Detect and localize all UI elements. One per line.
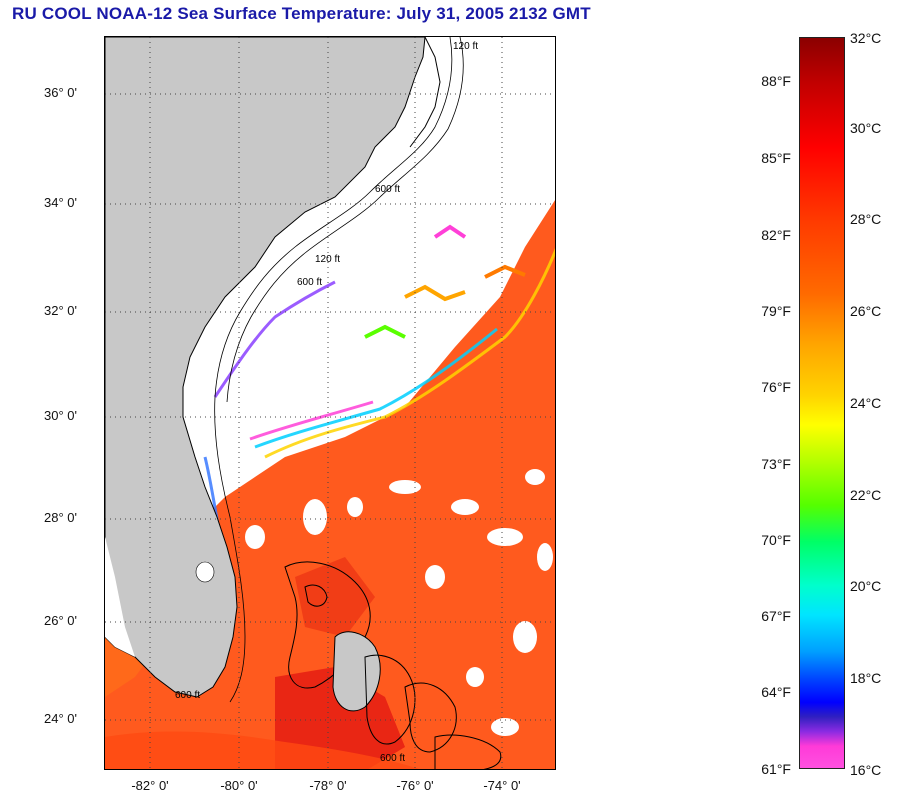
latitude-label: 36° 0' [44, 85, 77, 100]
colorbar-celsius-label: 22°C [850, 487, 882, 503]
latitude-label: 24° 0' [44, 711, 77, 726]
bathymetry-contours [214, 37, 464, 703]
colorbar-celsius-label: 24°C [850, 395, 882, 411]
colorbar-fahrenheit-label: 82°F [761, 227, 791, 243]
colorbar-celsius-label: 28°C [850, 211, 882, 227]
colorbar-fahrenheit-label: 70°F [761, 532, 791, 548]
gulf-of-mexico-clouds [105, 467, 135, 657]
longitude-label: -80° 0' [220, 778, 258, 793]
colorbar-fahrenheit-label: 61°F [761, 761, 791, 777]
colorbar-celsius-label: 18°C [850, 670, 882, 686]
map-title: RU COOL NOAA-12 Sea Surface Temperature:… [12, 4, 591, 23]
colorbar-fahrenheit-label: 73°F [761, 456, 791, 472]
bahamas-banks [284, 561, 502, 769]
cloud-gaps [245, 469, 553, 736]
contour-label: 600 ft [380, 753, 405, 764]
latitude-label: 30° 0' [44, 408, 77, 423]
contour-label: 120 ft [315, 254, 340, 265]
colorbar-fahrenheit-label: 76°F [761, 379, 791, 395]
colorbar-fahrenheit-label: 85°F [761, 150, 791, 166]
colorbar-fahrenheit-label: 88°F [761, 73, 791, 89]
colorbar-celsius-label: 26°C [850, 303, 882, 319]
colorbar-celsius-label: 30°C [850, 120, 882, 136]
cool-filaments [364, 224, 526, 339]
contour-label: 600 ft [375, 184, 400, 195]
us-mainland [105, 37, 426, 698]
latitude-label: 26° 0' [44, 613, 77, 628]
latitude-label: 34° 0' [44, 195, 77, 210]
hot-patch [295, 557, 375, 637]
contour-label: 600 ft [175, 690, 200, 701]
longitude-label: -74° 0' [483, 778, 521, 793]
colorbar-celsius-label: 32°C [850, 30, 882, 46]
colorbar-fahrenheit-label: 64°F [761, 684, 791, 700]
contour-label: 600 ft [297, 277, 322, 288]
longitude-label: -78° 0' [309, 778, 347, 793]
outer-banks [409, 37, 441, 148]
latitude-label: 32° 0' [44, 303, 77, 318]
graticule [105, 37, 555, 769]
latitude-label: 28° 0' [44, 510, 77, 525]
sst-map-canvas: 120 ft 600 ft 120 ft 600 ft 600 ft 600 f… [105, 37, 555, 769]
colorbar-celsius-label: 20°C [850, 578, 882, 594]
colorbar-fahrenheit-label: 67°F [761, 608, 791, 624]
contour-label: 120 ft [453, 41, 478, 52]
colorbar-celsius-label: 16°C [850, 762, 882, 778]
longitude-label: -76° 0' [396, 778, 434, 793]
longitude-label: -82° 0' [131, 778, 169, 793]
temperature-colorbar [799, 37, 845, 769]
lake-okeechobee [195, 561, 215, 583]
cuba-coast [105, 731, 419, 769]
sst-map: 120 ft 600 ft 120 ft 600 ft 600 ft 600 f… [104, 36, 556, 770]
colorbar-fahrenheit-label: 79°F [761, 303, 791, 319]
